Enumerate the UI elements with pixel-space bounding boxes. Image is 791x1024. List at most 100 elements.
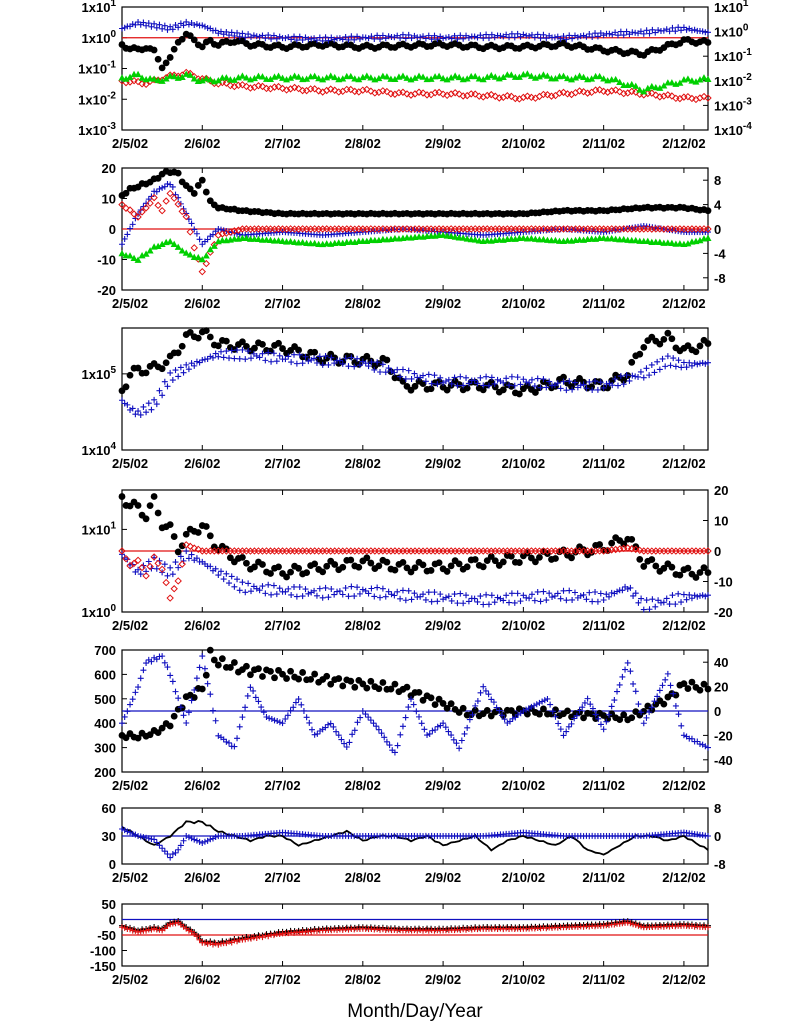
x-tick-label: 2/12/02 [662, 136, 705, 151]
data-point [143, 22, 150, 29]
data-point [394, 742, 401, 749]
data-point [515, 390, 523, 398]
data-point [185, 366, 192, 373]
x-tick-label: 2/7/02 [264, 870, 300, 885]
data-point [514, 374, 521, 381]
data-point [507, 71, 515, 78]
data-point [391, 680, 399, 688]
data-point [485, 601, 492, 608]
data-point [543, 91, 552, 99]
data-point [490, 699, 497, 706]
data-point [543, 384, 550, 391]
data-point [391, 749, 398, 756]
data-point [577, 592, 584, 599]
data-point [239, 579, 246, 586]
data-point [652, 91, 660, 99]
data-point [226, 81, 235, 90]
data-point [635, 373, 642, 380]
data-point [193, 21, 200, 28]
data-point [347, 677, 355, 685]
data-point [388, 591, 395, 598]
data-point [325, 594, 332, 601]
data-point [124, 231, 131, 238]
data-point [296, 33, 303, 40]
data-point [183, 361, 190, 368]
data-point [210, 656, 218, 664]
data-point [699, 741, 706, 748]
right-tick-label: 8 [714, 173, 721, 188]
y-tick-label: 0 [109, 857, 116, 872]
data-point [193, 933, 200, 940]
data-point [554, 590, 561, 597]
data-point [576, 707, 583, 714]
data-point [295, 675, 303, 683]
data-point [146, 199, 154, 207]
data-point [207, 353, 214, 360]
data-point [614, 688, 621, 695]
data-point [204, 940, 211, 947]
data-point [411, 382, 419, 390]
data-point [474, 698, 481, 705]
data-point [362, 34, 369, 41]
data-point [158, 77, 166, 84]
data-point [166, 594, 174, 602]
series-red [119, 919, 711, 948]
data-point [584, 695, 591, 702]
data-point [463, 563, 471, 571]
data-point [193, 675, 200, 682]
x-tick-label: 2/10/02 [502, 136, 545, 151]
data-point [648, 704, 655, 711]
data-point [164, 664, 171, 671]
data-point [206, 333, 214, 341]
data-point [186, 71, 194, 78]
data-point [382, 593, 389, 600]
data-point [315, 74, 323, 82]
data-point [694, 831, 701, 838]
data-point [134, 364, 142, 372]
data-point [662, 363, 669, 370]
data-point [434, 36, 441, 43]
data-point [322, 724, 329, 731]
data-point [477, 374, 484, 381]
data-point [248, 588, 255, 595]
data-point [575, 87, 584, 95]
series-blue [119, 826, 711, 861]
data-point [600, 384, 607, 391]
data-point [425, 927, 432, 934]
data-point [222, 229, 231, 237]
data-point [458, 737, 465, 744]
data-point [275, 339, 282, 347]
data-point [560, 587, 567, 594]
data-point [448, 732, 455, 739]
data-point [589, 387, 596, 394]
data-point [434, 723, 441, 730]
data-point [442, 724, 449, 731]
data-point [180, 369, 187, 376]
data-point [319, 568, 327, 576]
data-point [243, 559, 250, 567]
data-point [293, 37, 300, 44]
data-point [624, 659, 631, 666]
data-point [700, 92, 708, 101]
data-point [153, 565, 160, 572]
data-point [313, 37, 320, 44]
data-point [704, 94, 712, 102]
data-point [546, 590, 553, 597]
data-point [628, 535, 636, 543]
data-point [327, 720, 334, 727]
data-point [258, 73, 266, 80]
data-point [528, 376, 535, 383]
data-point [268, 35, 275, 42]
data-point [632, 82, 640, 89]
data-point [435, 88, 443, 97]
x-tick-label: 2/10/02 [502, 618, 545, 633]
data-point [293, 593, 300, 600]
data-point [552, 713, 559, 720]
data-point [688, 362, 695, 369]
data-point [656, 238, 664, 245]
data-point [169, 678, 176, 685]
x-tick-label: 2/6/02 [184, 136, 220, 151]
data-point [276, 33, 283, 40]
data-point [158, 565, 166, 574]
data-point [126, 206, 134, 214]
